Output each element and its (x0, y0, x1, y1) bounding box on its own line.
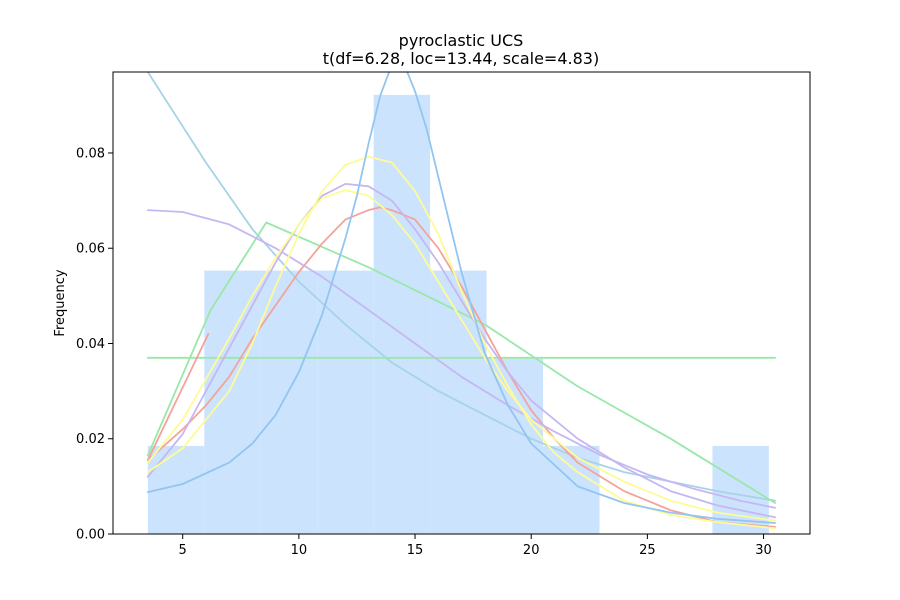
fit-curve (146, 333, 210, 462)
x-tick-label: 5 (179, 543, 187, 558)
chart-title: pyroclastic UCS (399, 31, 524, 50)
x-tick-label: 25 (639, 543, 656, 558)
histogram-bars (147, 94, 769, 534)
fit-curve (146, 209, 776, 509)
y-tick-label: 0.00 (76, 528, 105, 543)
fit-curve (146, 189, 776, 522)
y-axis-label: Frequency (53, 269, 68, 336)
y-tick-label: 0.02 (76, 432, 105, 447)
plot-frame (112, 71, 811, 535)
y-axis: 0.00 0.02 0.04 0.06 0.08 (76, 146, 113, 543)
x-tick-label: 10 (291, 543, 308, 558)
histogram-bar (317, 270, 374, 534)
fit-curves (146, 72, 776, 530)
histogram-bar (373, 94, 431, 534)
fit-curve (146, 221, 776, 504)
chart-subtitle: t(df=6.28, loc=13.44, scale=4.83) (323, 49, 599, 68)
y-tick-label: 0.06 (76, 242, 105, 257)
histogram-bar (260, 270, 318, 534)
y-tick-label: 0.08 (76, 146, 105, 161)
fit-curve (146, 72, 776, 524)
fit-curve (146, 183, 776, 519)
x-tick-label: 30 (755, 543, 772, 558)
x-tick-label: 20 (523, 543, 540, 558)
x-axis: 5 10 15 20 25 30 (179, 534, 772, 558)
fit-curve (146, 155, 776, 530)
histogram-bar (204, 270, 261, 534)
x-tick-label: 15 (407, 543, 424, 558)
y-tick-label: 0.04 (76, 337, 105, 352)
histogram-bar (543, 445, 600, 534)
